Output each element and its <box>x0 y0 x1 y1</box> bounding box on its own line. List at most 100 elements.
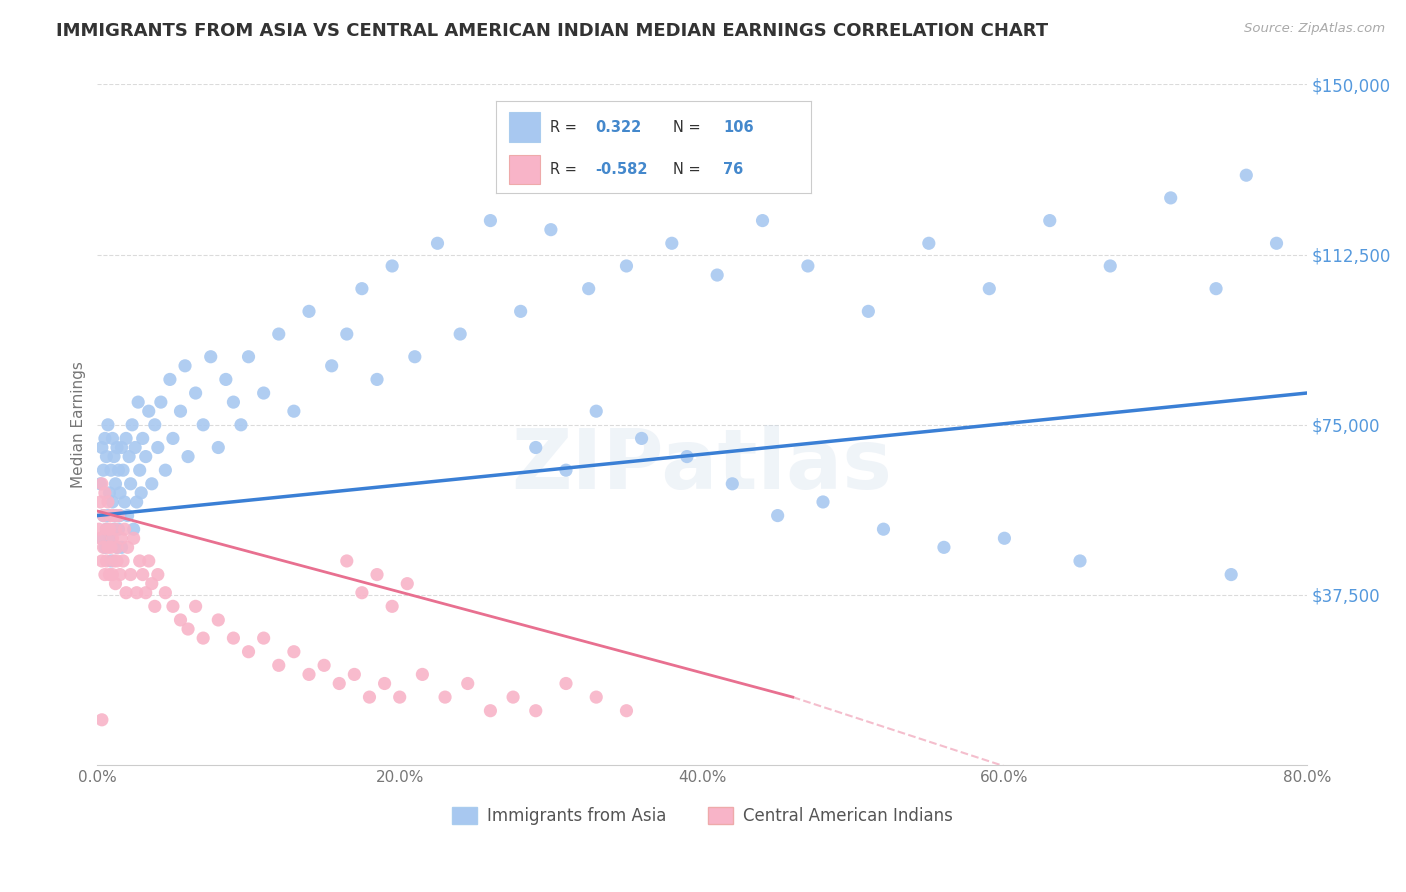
Point <box>336 326 359 341</box>
Point <box>90 554 112 568</box>
Point <box>100 508 122 523</box>
Point <box>149 395 172 409</box>
Point <box>253 631 276 645</box>
Point <box>797 259 820 273</box>
Point <box>89 495 111 509</box>
Point <box>105 554 128 568</box>
Point <box>434 690 457 705</box>
Point <box>509 304 531 318</box>
Point <box>117 508 139 523</box>
Point <box>138 554 160 568</box>
Point <box>131 432 153 446</box>
Point <box>105 541 128 555</box>
Point <box>1205 282 1227 296</box>
Point <box>112 463 135 477</box>
Point <box>120 476 142 491</box>
Point <box>751 213 773 227</box>
Point <box>124 441 146 455</box>
Point <box>502 690 524 705</box>
Point <box>207 613 229 627</box>
Point <box>90 476 112 491</box>
Point <box>129 486 152 500</box>
Point <box>426 236 449 251</box>
Point <box>222 395 245 409</box>
Point <box>1069 554 1091 568</box>
Point <box>115 585 138 599</box>
Point <box>350 585 373 599</box>
Point <box>207 441 229 455</box>
Point <box>229 417 252 432</box>
Point <box>138 404 160 418</box>
Point <box>162 432 184 446</box>
Point <box>404 350 426 364</box>
Point <box>97 541 120 555</box>
Point <box>184 386 207 401</box>
Point <box>616 704 638 718</box>
Point <box>100 463 122 477</box>
Point <box>100 554 122 568</box>
Point <box>127 395 149 409</box>
Point <box>222 631 245 645</box>
Point <box>98 522 121 536</box>
Point <box>101 567 124 582</box>
Point <box>283 404 305 418</box>
Point <box>93 508 115 523</box>
Point <box>87 522 110 536</box>
Point <box>93 508 115 523</box>
Point <box>298 304 321 318</box>
Point <box>97 508 120 523</box>
Point <box>1220 567 1243 582</box>
Point <box>89 531 111 545</box>
Point <box>135 450 157 464</box>
Point <box>105 541 128 555</box>
Point <box>366 372 388 386</box>
Point <box>411 667 433 681</box>
Point <box>96 554 118 568</box>
Point <box>120 567 142 582</box>
Point <box>1234 168 1257 182</box>
Point <box>121 417 143 432</box>
Point <box>104 522 127 536</box>
Point <box>283 645 305 659</box>
Point <box>321 359 343 373</box>
Point <box>146 567 169 582</box>
Point <box>993 531 1015 545</box>
Point <box>131 567 153 582</box>
Point <box>174 359 197 373</box>
Point <box>184 599 207 614</box>
Point <box>267 326 290 341</box>
Point <box>396 576 419 591</box>
Point <box>555 463 578 477</box>
Point <box>112 554 135 568</box>
Point <box>932 541 955 555</box>
Point <box>661 236 683 251</box>
Point <box>374 676 396 690</box>
Point <box>457 676 479 690</box>
Text: IMMIGRANTS FROM ASIA VS CENTRAL AMERICAN INDIAN MEDIAN EARNINGS CORRELATION CHAR: IMMIGRANTS FROM ASIA VS CENTRAL AMERICAN… <box>56 22 1049 40</box>
Point <box>114 495 136 509</box>
Point <box>141 476 163 491</box>
Point <box>676 450 699 464</box>
Point <box>122 522 145 536</box>
Point <box>858 304 880 318</box>
Point <box>128 463 150 477</box>
Point <box>108 567 131 582</box>
Point <box>177 622 200 636</box>
Point <box>118 450 141 464</box>
Point <box>200 350 222 364</box>
Point <box>238 350 260 364</box>
Point <box>1160 191 1182 205</box>
Point <box>449 326 471 341</box>
Point <box>918 236 941 251</box>
Point <box>105 441 128 455</box>
Point <box>215 372 238 386</box>
Point <box>253 386 276 401</box>
Point <box>706 268 728 282</box>
Point <box>89 476 111 491</box>
Point <box>155 585 177 599</box>
Point <box>630 432 652 446</box>
Text: ZIPatlas: ZIPatlas <box>512 425 893 506</box>
Point <box>524 441 547 455</box>
Point <box>350 282 373 296</box>
Point <box>811 495 834 509</box>
